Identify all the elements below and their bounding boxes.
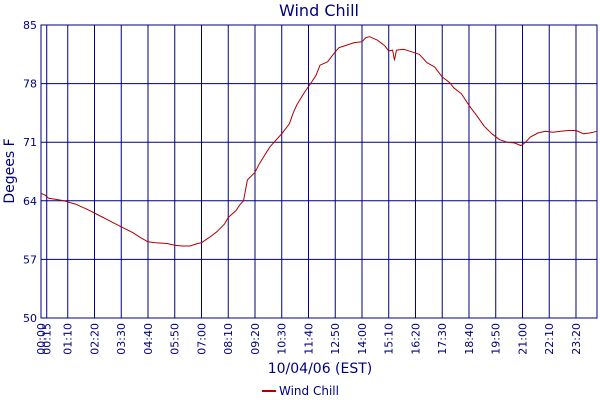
x-axis-label: 10/04/06 (EST) xyxy=(268,361,373,377)
x-tick-label: 22:10 xyxy=(543,323,556,355)
tick-label-layer: 50 57 64 71 78 85 00:00 01:10 02:20 03:30 04:40 05:… xyxy=(23,19,583,355)
x-tick-label: 10:30 xyxy=(276,323,289,355)
y-tick-label: 64 xyxy=(23,195,37,208)
x-tick-label: 23:20 xyxy=(570,323,583,355)
chart-title: Wind Chill xyxy=(279,1,359,20)
y-tick-label: 71 xyxy=(23,136,37,149)
x-tick-label: 15:10 xyxy=(383,323,396,355)
x-tick-label: 03:30 xyxy=(115,323,128,355)
plot-frame xyxy=(40,24,598,319)
x-tick-label: 08:10 xyxy=(222,323,235,355)
x-tick-label: 01:10 xyxy=(62,323,75,355)
y-axis-label: Degees F xyxy=(2,138,18,203)
x-tick-label: 11:40 xyxy=(302,323,315,355)
x-tick-label: 05:50 xyxy=(169,323,182,355)
x-tick-label: 09:20 xyxy=(249,323,262,355)
x-tick-label: 07:00 xyxy=(195,323,208,355)
y-tick-label: 85 xyxy=(23,19,37,32)
series-line-0 xyxy=(40,36,598,247)
x-tick-label: 02:20 xyxy=(88,323,101,355)
x-tick-label: 17:30 xyxy=(436,323,449,355)
legend-label: Wind Chill xyxy=(279,384,339,398)
y-tick-label: 57 xyxy=(23,253,37,266)
x-tick-label: 04:40 xyxy=(142,323,155,355)
x-tick-label: 14:00 xyxy=(356,323,369,355)
x-tick-label: 00:15 xyxy=(41,323,54,355)
x-tick-label: 16:20 xyxy=(409,323,422,355)
x-tick-label: 18:40 xyxy=(463,323,476,355)
x-tick-label: 12:50 xyxy=(329,323,342,355)
x-tick-label: 21:00 xyxy=(516,323,529,355)
y-tick-label: 78 xyxy=(23,78,37,91)
y-tick-label: 50 xyxy=(23,312,37,325)
plot-layer xyxy=(40,36,598,247)
x-tick-label: 00:00 xyxy=(35,323,48,355)
chart-legend: Wind Chill xyxy=(262,384,339,398)
x-tick-label: 19:50 xyxy=(490,323,503,355)
